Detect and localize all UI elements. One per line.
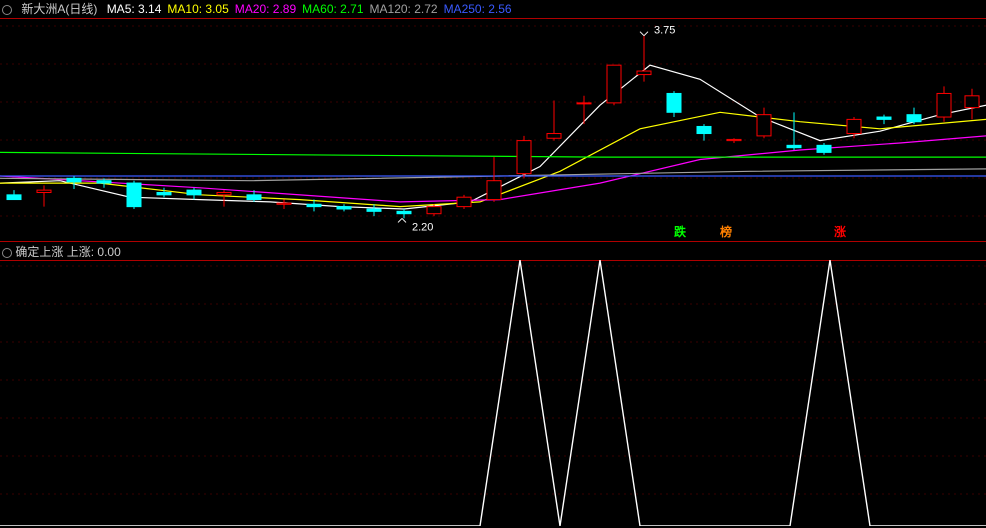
ma-legend-entry: MA120: 2.72 — [370, 2, 438, 16]
header-bullet-icon — [2, 5, 12, 15]
indicator-chart[interactable] — [0, 260, 986, 526]
indicator-title: 确定上涨 — [15, 245, 63, 259]
stock-title: 新大洲A(日线) — [21, 2, 97, 16]
ma-legend-entry: MA5: 3.14 — [107, 2, 162, 16]
svg-text:榜: 榜 — [720, 224, 732, 239]
main-chart-header: 新大洲A(日线) MA5: 3.14 MA10: 3.05 MA20: 2.89 MA… — [0, 0, 986, 18]
indicator-value-label: 上涨: — [67, 245, 94, 259]
svg-text:跌: 跌 — [674, 224, 687, 239]
ma-legend-entry: MA250: 2.56 — [444, 2, 512, 16]
price-chart[interactable]: 3.75 2.20 跌 榜 涨 — [0, 18, 986, 242]
svg-text:2.20: 2.20 — [412, 221, 433, 233]
ma-legend-entry: MA20: 2.89 — [235, 2, 296, 16]
ma-legend-entry: MA10: 3.05 — [167, 2, 228, 16]
svg-text:3.75: 3.75 — [654, 25, 675, 37]
ma-legend-entry: MA60: 2.71 — [302, 2, 363, 16]
sub-bullet-icon — [2, 248, 12, 258]
svg-text:涨: 涨 — [834, 224, 846, 239]
indicator-value: 0.00 — [97, 245, 120, 259]
indicator-header: 确定上涨 上涨: 0.00 — [0, 244, 986, 260]
